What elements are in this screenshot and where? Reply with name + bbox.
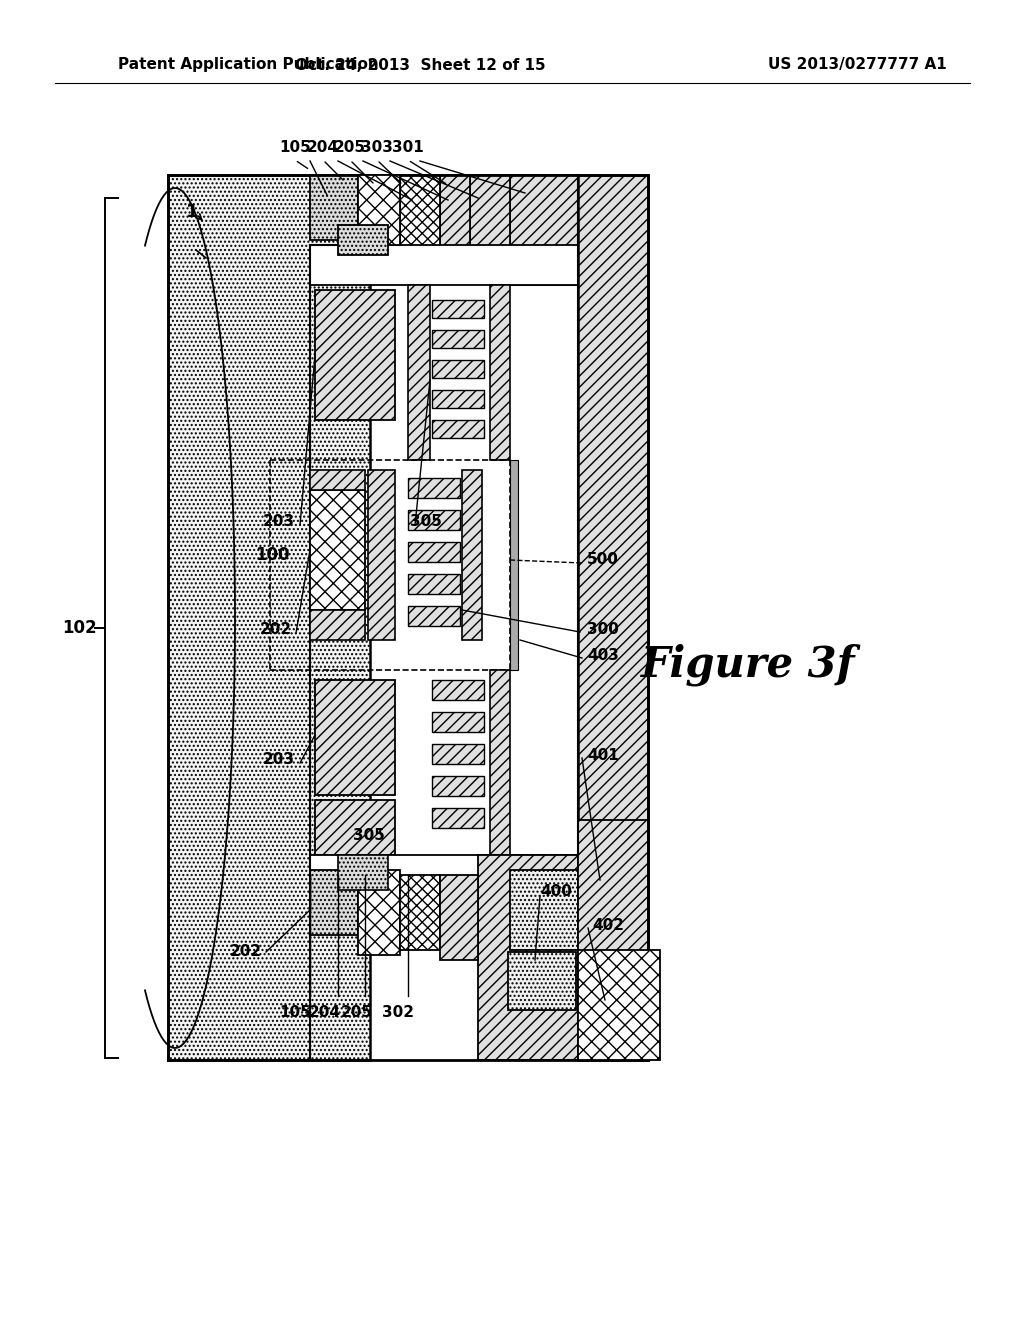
Bar (462, 470, 482, 640)
Text: 102: 102 (62, 619, 97, 638)
Bar (578, 820, 648, 1060)
Text: 301: 301 (392, 140, 424, 154)
Text: 400: 400 (540, 884, 571, 899)
Bar (510, 459, 518, 671)
Bar (432, 744, 484, 764)
Bar (338, 855, 388, 890)
Bar (432, 776, 484, 796)
Text: 202: 202 (229, 945, 262, 960)
Bar (168, 176, 370, 1060)
Bar (510, 870, 578, 950)
Bar (440, 875, 478, 960)
Text: Figure 3f: Figure 3f (641, 644, 855, 686)
Text: 203: 203 (263, 515, 295, 529)
Bar (490, 671, 510, 855)
Text: 305: 305 (353, 828, 385, 842)
Bar (310, 246, 578, 285)
Text: 204: 204 (307, 140, 339, 154)
Bar (358, 176, 400, 246)
Bar (578, 950, 660, 1060)
Bar (440, 176, 470, 255)
Text: Patent Application Publication: Patent Application Publication (118, 58, 379, 73)
Bar (432, 330, 484, 348)
Bar (408, 478, 460, 498)
Bar (400, 176, 440, 249)
Bar (432, 680, 484, 700)
Text: 305: 305 (410, 515, 442, 529)
Text: 202: 202 (260, 623, 292, 638)
Bar (478, 855, 578, 1060)
Bar (408, 510, 460, 531)
Bar (578, 176, 648, 1060)
Text: 303: 303 (361, 140, 393, 154)
Text: 105: 105 (280, 1005, 311, 1020)
Bar (310, 470, 365, 490)
Text: 203: 203 (263, 752, 295, 767)
Bar (315, 800, 395, 855)
Bar (432, 711, 484, 733)
Text: 401: 401 (587, 747, 618, 763)
Bar (315, 680, 395, 795)
Bar (490, 285, 510, 459)
Bar (432, 389, 484, 408)
Text: 205: 205 (341, 1005, 373, 1020)
Bar (368, 470, 395, 640)
Bar (310, 870, 358, 935)
Text: 300: 300 (587, 623, 618, 638)
Bar (432, 360, 484, 378)
Text: US 2013/0277777 A1: US 2013/0277777 A1 (768, 58, 947, 73)
Bar (432, 808, 484, 828)
Bar (408, 543, 460, 562)
Text: 1: 1 (185, 203, 199, 220)
Bar (470, 176, 510, 271)
Text: 302: 302 (382, 1005, 414, 1020)
Text: 204: 204 (309, 1005, 341, 1020)
Bar (315, 290, 395, 420)
Bar (358, 870, 400, 954)
Bar (338, 224, 388, 255)
Text: Oct. 24, 2013  Sheet 12 of 15: Oct. 24, 2013 Sheet 12 of 15 (295, 58, 546, 73)
Text: 500: 500 (587, 553, 618, 568)
Text: 105: 105 (280, 140, 311, 154)
Bar (432, 300, 484, 318)
Bar (310, 490, 365, 610)
Text: 403: 403 (587, 648, 618, 663)
Bar (400, 875, 440, 950)
Bar (310, 176, 358, 240)
Text: 100: 100 (255, 546, 290, 564)
Text: 205: 205 (334, 140, 366, 154)
Bar (508, 952, 575, 1010)
Bar (408, 574, 460, 594)
Bar (310, 610, 365, 640)
Bar (510, 176, 578, 285)
Text: 402: 402 (592, 917, 624, 932)
Bar (432, 420, 484, 438)
Bar (408, 285, 430, 459)
Bar (408, 606, 460, 626)
Bar (310, 855, 578, 890)
